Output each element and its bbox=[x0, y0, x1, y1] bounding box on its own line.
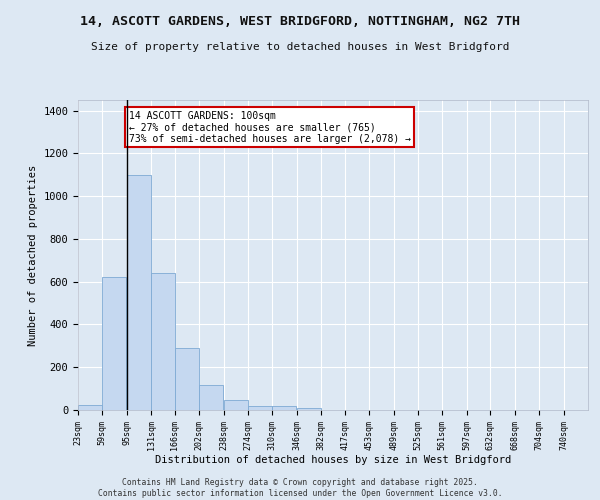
Bar bbox=[151, 273, 175, 410]
Y-axis label: Number of detached properties: Number of detached properties bbox=[28, 164, 38, 346]
X-axis label: Distribution of detached houses by size in West Bridgford: Distribution of detached houses by size … bbox=[155, 456, 511, 466]
Text: 14 ASCOTT GARDENS: 100sqm
← 27% of detached houses are smaller (765)
73% of semi: 14 ASCOTT GARDENS: 100sqm ← 27% of detac… bbox=[129, 110, 411, 144]
Bar bbox=[127, 175, 151, 410]
Text: Contains HM Land Registry data © Crown copyright and database right 2025.
Contai: Contains HM Land Registry data © Crown c… bbox=[98, 478, 502, 498]
Bar bbox=[175, 348, 199, 410]
Bar bbox=[272, 406, 296, 410]
Bar bbox=[78, 404, 102, 410]
Bar bbox=[224, 400, 248, 410]
Bar bbox=[248, 406, 272, 410]
Bar bbox=[199, 386, 223, 410]
Bar bbox=[103, 278, 127, 410]
Bar bbox=[297, 408, 321, 410]
Text: 14, ASCOTT GARDENS, WEST BRIDGFORD, NOTTINGHAM, NG2 7TH: 14, ASCOTT GARDENS, WEST BRIDGFORD, NOTT… bbox=[80, 15, 520, 28]
Text: Size of property relative to detached houses in West Bridgford: Size of property relative to detached ho… bbox=[91, 42, 509, 52]
